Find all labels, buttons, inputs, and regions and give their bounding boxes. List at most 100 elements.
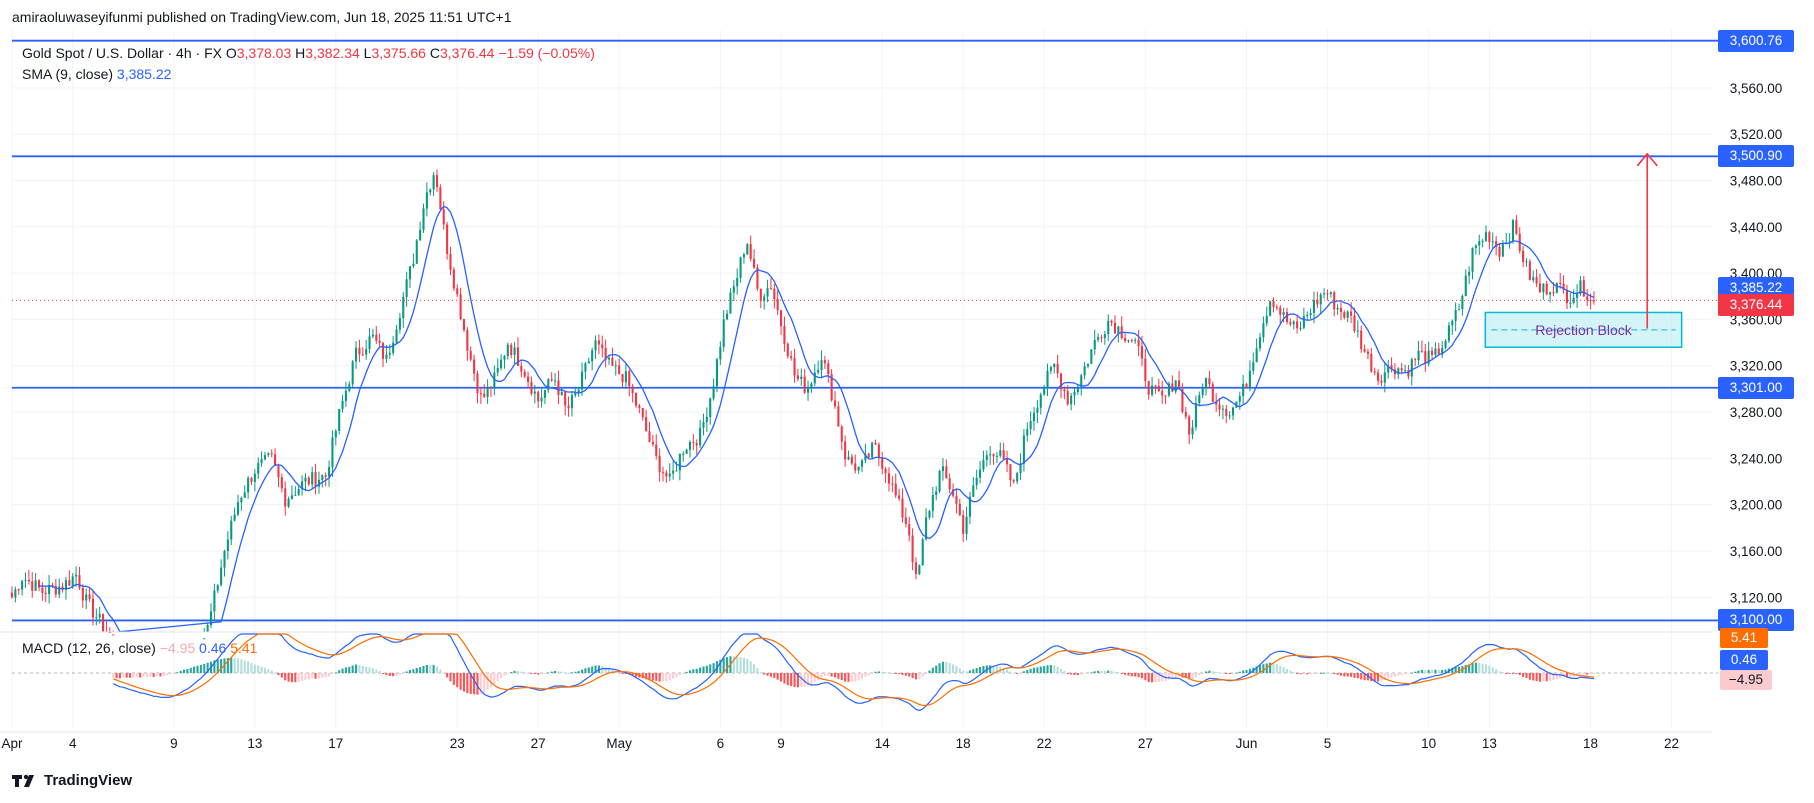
candle-body [1117,326,1120,334]
candle-body [594,340,597,351]
macd-histogram-bar [486,673,489,691]
candle-body [331,437,334,468]
candlesticks [10,169,1595,640]
macd-histogram-bar [574,671,577,673]
candle-body [823,360,826,364]
candle-body [1103,334,1106,339]
candle-body [894,483,897,496]
candle-body [564,392,567,406]
candle-body [1468,271,1471,276]
candle-body [871,442,874,458]
macd-histogram-bar [911,673,914,679]
sma-path [38,205,1595,633]
candle-body [1184,411,1187,417]
candle-body [513,347,516,355]
macd-histogram-bar [1090,672,1093,674]
candle-body [726,313,729,320]
candle-body [763,296,766,302]
candle-body [668,473,671,477]
macd-histogram-bar [118,673,121,679]
time-axis-label: 18 [956,736,971,751]
candle-body [473,359,476,374]
candle-body [348,384,351,391]
candle-body [328,467,331,477]
candle-body [355,347,358,362]
candle-body [1484,232,1488,241]
macd-histogram-bar [1275,664,1278,673]
macd-histogram-bar [1464,664,1467,673]
macd-histogram-bar [1329,672,1332,674]
macd-histogram-bar [1437,670,1440,673]
macd-histogram-bar [884,672,887,674]
candle-body [766,288,769,297]
macd-histogram-bar [1005,669,1009,673]
candle-body [1164,395,1167,397]
macd-histogram-bar [1026,669,1029,673]
macd-histogram-bar [1012,672,1015,674]
macd-histogram-bar [881,671,884,673]
macd-histogram-bar [645,673,648,680]
macd-histogram-bar [1316,673,1319,674]
candle-body [1383,372,1386,383]
sma-line [38,205,1595,633]
tradingview-footer[interactable]: TradingView [12,772,132,789]
candle-body [1417,350,1420,361]
macd-histogram-bar [979,667,982,673]
candle-body [661,472,665,474]
time-axis-label: 18 [1583,736,1598,751]
macd-histogram-bar [294,673,297,683]
macd-histogram-bar [793,673,796,688]
macd-histogram-bar [1127,673,1130,676]
candle-body [1451,320,1454,326]
candle-body [547,379,550,391]
macd-histogram-bar [189,667,192,673]
candle-body [1582,280,1585,297]
macd-histogram-bar [392,673,395,677]
candle-body [95,617,98,619]
brand-name: TradingView [44,772,133,789]
candle-body [780,310,783,327]
macd-histogram-bar [540,673,543,675]
macd-histogram-bar [577,671,580,673]
candle-body [294,494,297,496]
macd-histogram-bar [1248,668,1251,673]
macd-histogram-bar [253,664,256,673]
time-axis-label: 4 [69,736,77,751]
candle-body [1410,359,1413,377]
macd-histogram-bar [351,665,354,673]
macd-histogram-bar [709,664,712,673]
macd-histogram-bar [1221,672,1224,674]
candle-body [1515,220,1518,234]
macd-histogram-bar [773,673,776,679]
candle-body [1171,383,1174,392]
macd-histogram-bar [1350,673,1353,677]
macd-histogram-bar [766,673,769,676]
candle-body [773,288,776,300]
sma-label: SMA (9, close) [22,66,114,82]
candle-body [1049,367,1052,371]
macd-histogram-bar [1171,673,1174,679]
candle-body [712,386,715,399]
macd-histogram-bar [618,672,621,674]
macd-histogram-bar [1373,673,1376,682]
candle-body [1130,340,1133,342]
candle-body [1269,301,1272,316]
macd-histogram-bar [1363,673,1366,681]
macd-histogram-bar [307,673,310,680]
candle-body [1289,321,1292,325]
macd-histogram-bar [233,657,236,673]
candle-body [415,240,418,264]
macd-histogram-bar [898,673,901,674]
macd-panel [12,633,1718,712]
macd-histogram-bar [995,666,998,673]
macd-histogram-bar [935,665,938,673]
time-axis-label: 22 [1037,736,1052,751]
macd-histogram-bar [925,673,928,674]
candle-body [462,319,466,330]
macd-histogram-bar [1151,673,1154,683]
candle-body [833,400,837,407]
price-axis-label: 3,240.00 [1730,451,1783,466]
macd-histogram-bar [844,673,847,682]
candle-body [317,479,320,487]
